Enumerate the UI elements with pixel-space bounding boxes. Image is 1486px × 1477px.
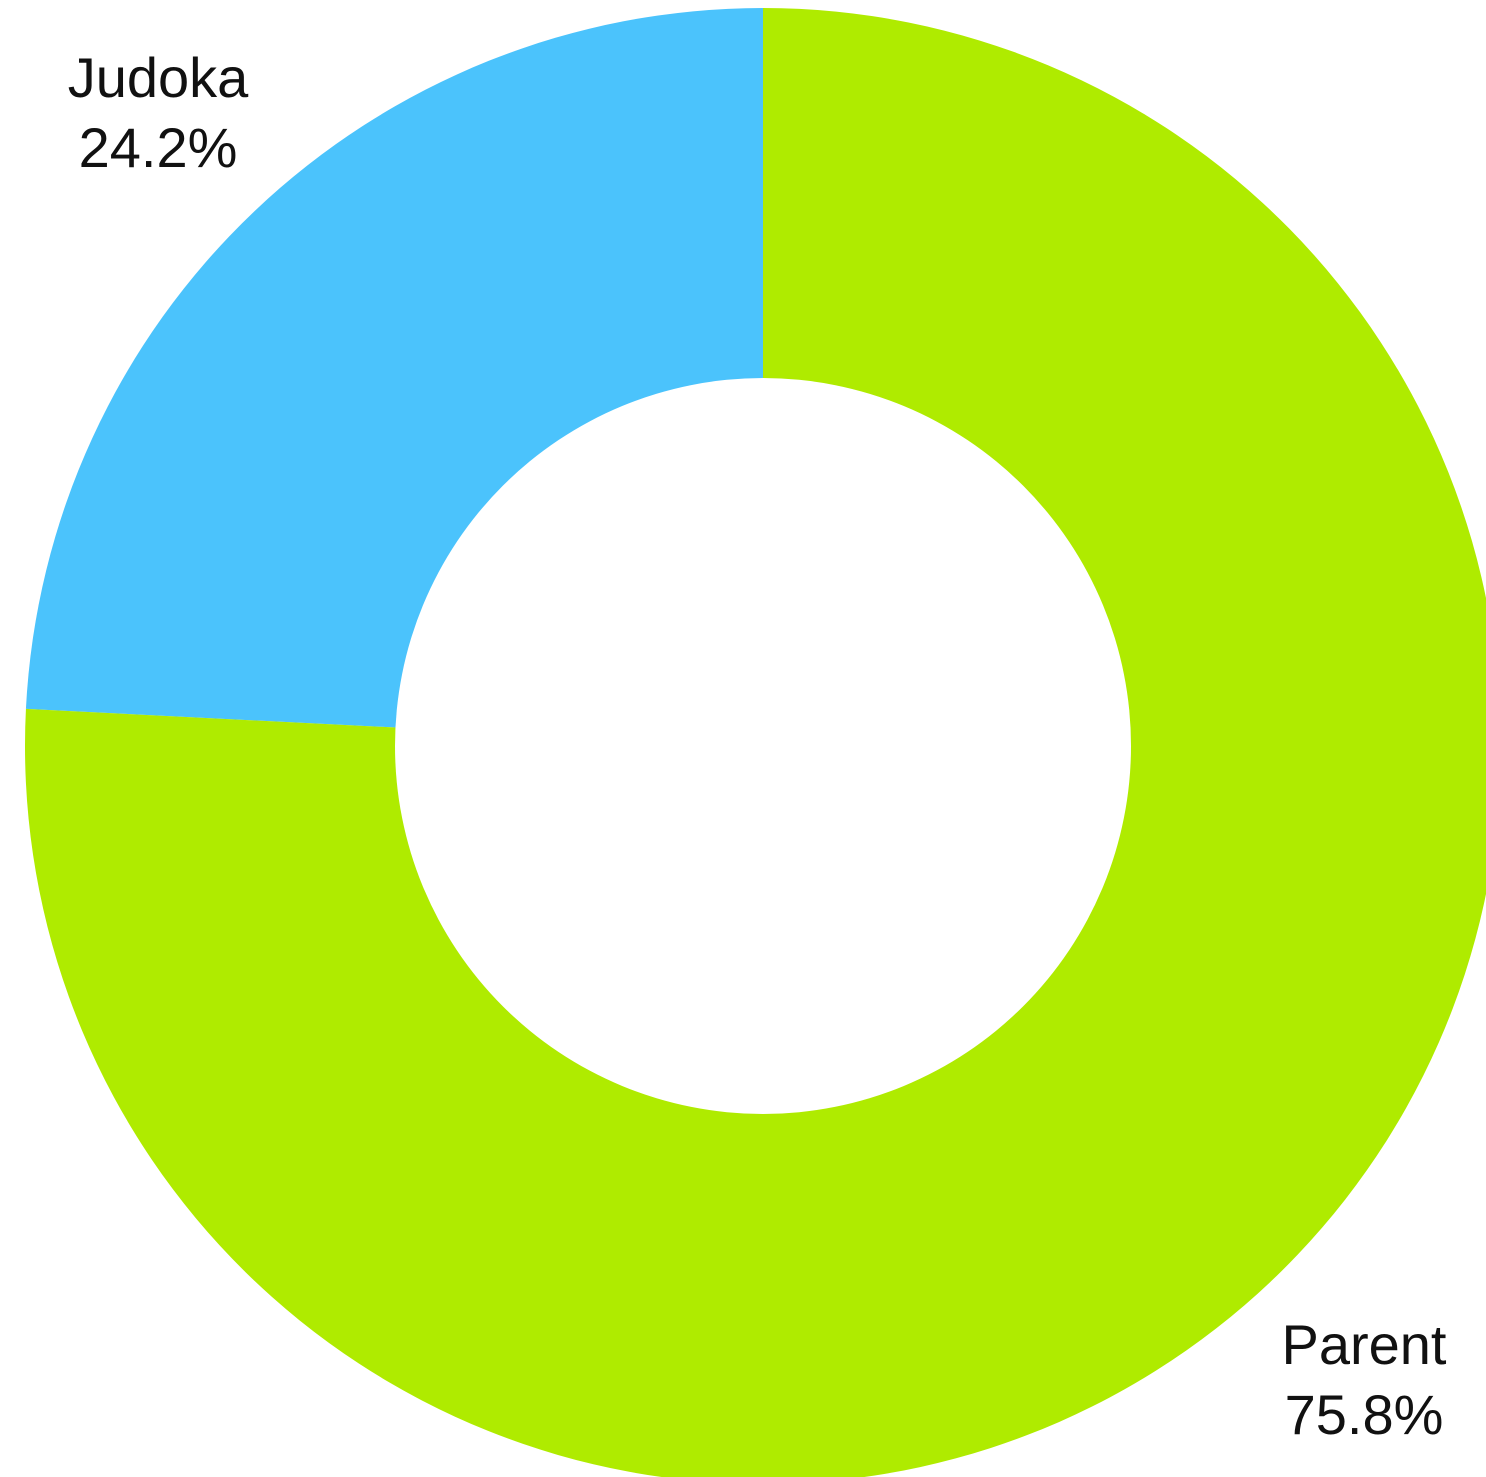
slice-parent [25, 8, 1486, 1477]
slice-label-parent: Parent [1282, 1313, 1447, 1376]
slice-value-parent: 75.8% [1285, 1383, 1444, 1446]
slice-value-judoka: 24.2% [79, 116, 238, 179]
slice-label-judoka: Judoka [68, 46, 249, 109]
donut-hole [395, 378, 1131, 1114]
